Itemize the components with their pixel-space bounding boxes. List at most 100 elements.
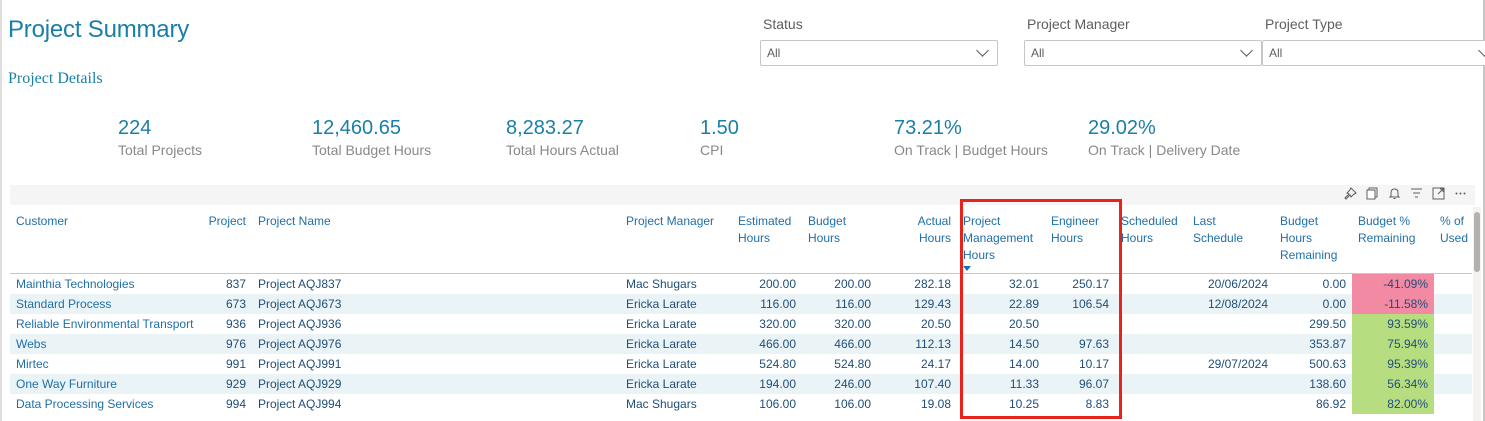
left-border bbox=[0, 0, 2, 421]
column-header-budget-pct-remaining[interactable]: Budget % Remaining bbox=[1352, 207, 1434, 274]
chevron-down-icon bbox=[1240, 44, 1253, 57]
cell-remaining: 86.92 bbox=[1315, 397, 1346, 411]
cell-pct: 56.34% bbox=[1352, 374, 1434, 394]
status-dropdown[interactable]: All bbox=[760, 40, 998, 66]
status-filter-label: Status bbox=[763, 16, 803, 32]
cell-scheduled bbox=[1115, 394, 1187, 414]
cell-name: Project AQJ976 bbox=[252, 334, 620, 354]
table-row[interactable]: Data Processing Services 994 Project AQJ99… bbox=[10, 394, 1472, 414]
focus-mode-icon[interactable] bbox=[1431, 187, 1445, 201]
table-row[interactable]: Webs 976 Project AQJ976 Ericka Larate 466.00… bbox=[10, 334, 1472, 354]
kpi-value: 8,283.27 bbox=[506, 117, 584, 139]
cell-estimated: 524.80 bbox=[759, 357, 796, 371]
vertical-scrollbar-thumb[interactable] bbox=[1474, 212, 1480, 272]
column-header-engineer-hours[interactable]: Engineer Hours bbox=[1045, 207, 1115, 274]
cell-pm: 11.33 bbox=[957, 374, 1045, 394]
kpi-value: 1.50 bbox=[700, 117, 739, 139]
cell-customer: Webs bbox=[10, 334, 200, 354]
chevron-down-icon bbox=[976, 44, 989, 57]
cell-name: Project AQJ929 bbox=[252, 374, 620, 394]
cell-actual: 107.40 bbox=[877, 374, 957, 394]
cell-used bbox=[1434, 354, 1472, 374]
column-header-budget-hours-remaining[interactable]: Budget Hours Remaining bbox=[1274, 207, 1352, 274]
cell-customer: Mainthia Technologies bbox=[16, 277, 135, 291]
cell-pm: 14.50 bbox=[957, 334, 1045, 354]
cell-estimated: 106.00 bbox=[759, 397, 796, 411]
cell-remaining: 138.60 bbox=[1274, 374, 1352, 394]
status-filter: Status All bbox=[760, 14, 998, 66]
table-row[interactable]: Reliable Environmental Transport 936 Proje… bbox=[10, 314, 1472, 334]
table-row[interactable]: Mainthia Technologies 837 Project AQJ837 Ma… bbox=[10, 273, 1472, 295]
cell-project: 991 bbox=[225, 357, 246, 371]
cell-last bbox=[1187, 394, 1274, 414]
project-manager-dropdown-value: All bbox=[1031, 46, 1045, 60]
cell-estimated: 466.00 bbox=[732, 334, 802, 354]
cell-name: Project AQJ994 bbox=[258, 397, 342, 411]
kpi-label: Total Budget Hours bbox=[312, 142, 432, 158]
cell-project: 837 bbox=[225, 277, 246, 291]
table-row[interactable]: Standard Process 673 Project AQJ673 Ericka … bbox=[10, 294, 1472, 314]
cell-actual: 20.50 bbox=[920, 317, 951, 331]
cell-used bbox=[1434, 294, 1472, 314]
cell-scheduled bbox=[1115, 354, 1187, 374]
project-manager-filter: Project Manager All bbox=[1024, 14, 1262, 66]
project-type-dropdown[interactable]: All bbox=[1262, 40, 1485, 66]
cell-last bbox=[1187, 374, 1274, 394]
more-options-icon[interactable] bbox=[1453, 187, 1467, 201]
kpi-label: On Track | Budget Hours bbox=[894, 142, 1048, 158]
cell-scheduled bbox=[1115, 314, 1187, 334]
cell-project: 673 bbox=[200, 294, 252, 314]
cell-eng: 96.07 bbox=[1045, 374, 1115, 394]
cell-remaining: 353.87 bbox=[1274, 334, 1352, 354]
cell-actual: 112.13 bbox=[877, 334, 957, 354]
column-header-project-manager[interactable]: Project Manager bbox=[620, 207, 732, 274]
cell-budget: 200.00 bbox=[834, 277, 871, 291]
vertical-scrollbar-track[interactable] bbox=[1473, 207, 1481, 421]
pin-icon[interactable] bbox=[1343, 187, 1357, 201]
bell-icon[interactable] bbox=[1387, 187, 1401, 201]
column-header-actual-hours[interactable]: Actual Hours bbox=[877, 207, 957, 274]
cell-scheduled bbox=[1115, 274, 1187, 295]
cell-budget: 466.00 bbox=[802, 334, 877, 354]
cell-remaining: 500.63 bbox=[1309, 357, 1346, 371]
cell-budget: 116.00 bbox=[802, 294, 877, 314]
cell-remaining: 0.00 bbox=[1322, 277, 1346, 291]
cell-used bbox=[1434, 334, 1472, 354]
cell-pm: 10.25 bbox=[1008, 397, 1039, 411]
column-header-scheduled-hours[interactable]: Scheduled Hours bbox=[1115, 207, 1187, 274]
cell-pct: 82.00% bbox=[1352, 394, 1434, 414]
cell-used bbox=[1434, 374, 1472, 394]
filter-icon[interactable] bbox=[1409, 187, 1423, 201]
column-header-project-name[interactable]: Project Name bbox=[252, 207, 620, 274]
cell-used bbox=[1434, 394, 1472, 414]
kpi-total-projects: 224 Total Projects bbox=[118, 116, 308, 160]
cell-estimated: 194.00 bbox=[732, 374, 802, 394]
table-row[interactable]: Mirtec 991 Project AQJ991 Ericka Larate 524.… bbox=[10, 354, 1472, 374]
cell-eng: 97.63 bbox=[1045, 334, 1115, 354]
column-header-customer[interactable]: Customer bbox=[10, 207, 200, 274]
cell-pct: -41.09% bbox=[1352, 273, 1434, 294]
section-title: Project Details bbox=[8, 70, 103, 87]
cell-actual: 129.43 bbox=[877, 294, 957, 314]
project-type-dropdown-value: All bbox=[1269, 46, 1283, 60]
cell-pm: 20.50 bbox=[1008, 317, 1039, 331]
cell-last: 29/07/2024 bbox=[1207, 357, 1268, 371]
cell-name: Project AQJ673 bbox=[252, 294, 620, 314]
kpi-label: Total Hours Actual bbox=[506, 142, 619, 158]
cell-estimated: 320.00 bbox=[759, 317, 796, 331]
table-row[interactable]: One Way Furniture 929 Project AQJ929 Ericka… bbox=[10, 374, 1472, 394]
column-header-pct-used[interactable]: % of Used bbox=[1434, 207, 1472, 274]
column-header-last-schedule[interactable]: Last Schedule bbox=[1187, 207, 1274, 274]
column-header-pm-hours[interactable]: Project Management Hours bbox=[957, 207, 1045, 274]
column-header-budget-hours[interactable]: Budget Hours bbox=[802, 207, 877, 274]
cell-name: Project AQJ837 bbox=[258, 277, 342, 291]
cell-manager: Ericka Larate bbox=[626, 357, 697, 371]
cell-name: Project AQJ936 bbox=[258, 317, 342, 331]
cell-pct: 93.59% bbox=[1352, 314, 1434, 334]
copy-icon[interactable] bbox=[1365, 187, 1379, 201]
column-header-project[interactable]: Project bbox=[200, 207, 252, 274]
project-manager-dropdown[interactable]: All bbox=[1024, 40, 1262, 66]
cell-pm: 14.00 bbox=[1008, 357, 1039, 371]
cell-customer: Standard Process bbox=[10, 294, 200, 314]
column-header-estimated-hours[interactable]: Estimated Hours bbox=[732, 207, 802, 274]
